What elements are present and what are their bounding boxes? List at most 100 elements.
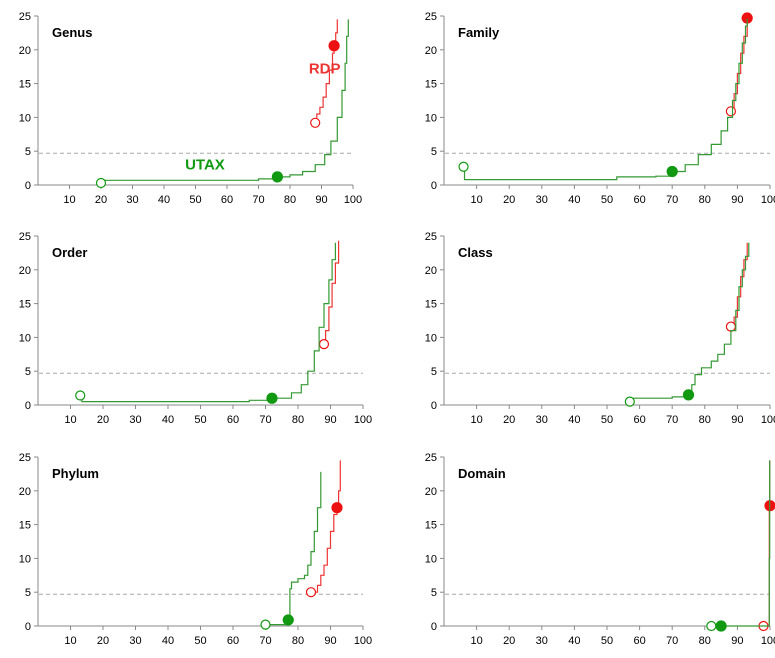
x-tick-label: 20 — [503, 194, 515, 206]
open-marker-rdp — [318, 339, 330, 350]
x-tick-label: 100 — [354, 414, 372, 426]
y-tick-label: 5 — [431, 146, 437, 158]
x-tick-label: 10 — [470, 194, 482, 206]
open-marker-utax — [75, 390, 86, 401]
x-tick-label: 10 — [63, 194, 75, 206]
y-tick-label: 15 — [425, 299, 437, 311]
x-tick-label: 40 — [568, 414, 580, 426]
filled-marker-utax — [271, 171, 283, 183]
x-tick-label: 60 — [633, 635, 645, 647]
panel-class: 0 5 10 15 20 25 10 20 30 40 50 60 70 80 90 100 Class — [425, 231, 775, 426]
y-tick-label: 0 — [25, 400, 31, 412]
series-line-utax — [711, 460, 771, 627]
y-tick-label: 10 — [425, 112, 437, 124]
x-tick-label: 100 — [761, 414, 775, 426]
y-tick-label: 25 — [19, 11, 31, 23]
x-tick-label: 20 — [97, 635, 109, 647]
x-tick-label: 50 — [194, 635, 206, 647]
open-marker-utax — [95, 177, 107, 189]
series-label-rdp: RDP — [309, 60, 341, 77]
y-tick-label: 0 — [25, 621, 31, 633]
filled-marker-utax — [282, 614, 294, 626]
x-tick-label: 40 — [158, 194, 170, 206]
series-line-utax — [265, 471, 322, 626]
x-tick-label: 50 — [194, 414, 206, 426]
panel-order: 0 5 10 15 20 25 10 20 30 40 50 60 70 80 90 100 Order — [19, 231, 372, 426]
y-tick-label: 15 — [19, 520, 31, 532]
x-tick-label: 10 — [64, 414, 76, 426]
y-tick-label: 10 — [425, 332, 437, 344]
y-tick-label: 5 — [25, 587, 31, 599]
x-tick-label: 50 — [189, 194, 201, 206]
series-line-rdp — [324, 240, 340, 345]
x-tick-label: 20 — [97, 414, 109, 426]
y-tick-label: 25 — [425, 231, 437, 243]
x-tick-label: 30 — [536, 635, 548, 647]
x-tick-label: 90 — [315, 194, 327, 206]
y-tick-label: 5 — [25, 366, 31, 378]
x-tick-label: 60 — [633, 194, 645, 206]
panel-title: Phylum — [52, 466, 99, 481]
y-tick-label: 10 — [19, 112, 31, 124]
filled-marker-rdp — [328, 40, 340, 52]
x-tick-label: 90 — [324, 635, 336, 647]
panel-domain: 0 5 10 15 20 25 10 20 30 40 50 60 70 80 90 100 Domain — [425, 452, 775, 647]
open-marker-rdp — [305, 587, 317, 598]
x-tick-label: 50 — [601, 414, 613, 426]
x-tick-label: 40 — [162, 635, 174, 647]
open-marker-rdp — [725, 106, 736, 117]
panel-title: Domain — [458, 466, 506, 481]
series-line-utax — [80, 242, 336, 403]
y-tick-label: 10 — [19, 553, 31, 565]
panel-title: Genus — [52, 25, 92, 40]
x-tick-label: 70 — [252, 194, 264, 206]
x-tick-label: 70 — [666, 194, 678, 206]
y-tick-label: 20 — [19, 486, 31, 498]
x-tick-label: 50 — [601, 635, 613, 647]
y-tick-label: 15 — [19, 79, 31, 91]
x-tick-label: 90 — [731, 414, 743, 426]
y-tick-label: 25 — [425, 11, 437, 23]
y-tick-label: 0 — [431, 621, 437, 633]
y-tick-label: 10 — [425, 553, 437, 565]
x-tick-label: 30 — [129, 635, 141, 647]
panel-family: 0 5 10 15 20 25 10 20 30 40 50 60 70 80 90 100 Family — [425, 11, 775, 206]
open-marker-rdp — [310, 117, 321, 128]
panel-title: Order — [52, 245, 87, 260]
series-line-utax — [463, 18, 748, 181]
x-tick-label: 100 — [761, 635, 775, 647]
x-tick-label: 100 — [354, 635, 372, 647]
y-tick-label: 15 — [425, 79, 437, 91]
open-marker-utax — [260, 619, 271, 630]
x-tick-label: 50 — [601, 194, 613, 206]
x-tick-label: 70 — [259, 414, 271, 426]
panel-phylum: 0 5 10 15 20 25 10 20 30 40 50 60 70 80 90 100 Phylum — [19, 452, 372, 647]
x-tick-label: 30 — [129, 414, 141, 426]
filled-marker-utax — [266, 392, 278, 404]
x-tick-label: 90 — [324, 414, 336, 426]
y-tick-label: 20 — [19, 265, 31, 277]
y-tick-label: 5 — [431, 587, 437, 599]
series-line-rdp — [311, 460, 341, 593]
x-tick-label: 60 — [227, 635, 239, 647]
y-tick-label: 20 — [425, 45, 437, 57]
open-marker-utax — [706, 620, 717, 632]
x-tick-label: 80 — [699, 414, 711, 426]
x-tick-label: 80 — [292, 414, 304, 426]
x-tick-label: 20 — [95, 194, 107, 206]
open-marker-utax — [624, 396, 635, 407]
open-marker-rdp — [725, 321, 736, 332]
y-tick-label: 25 — [19, 452, 31, 464]
x-tick-label: 10 — [470, 414, 482, 426]
x-tick-label: 60 — [633, 414, 645, 426]
x-tick-label: 80 — [292, 635, 304, 647]
y-tick-label: 15 — [19, 299, 31, 311]
open-marker-utax — [458, 161, 469, 172]
x-tick-label: 40 — [162, 414, 174, 426]
x-tick-label: 20 — [503, 635, 515, 647]
filled-marker-utax — [666, 165, 678, 178]
series-line-rdp — [730, 242, 748, 328]
y-tick-label: 25 — [19, 231, 31, 243]
x-tick-label: 20 — [503, 414, 515, 426]
